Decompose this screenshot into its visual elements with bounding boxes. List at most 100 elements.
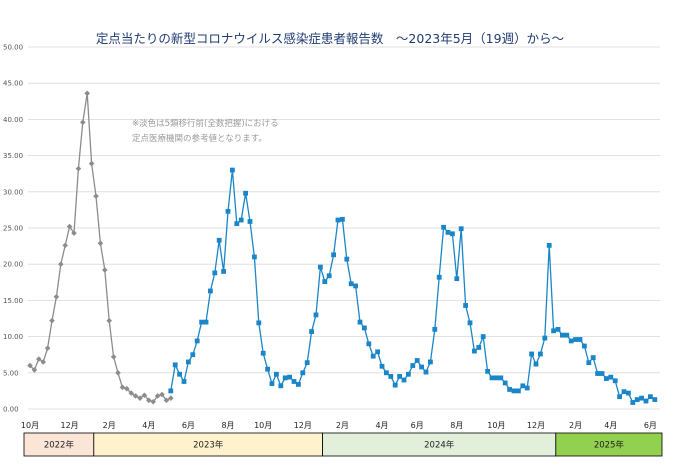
y-tick-label: 10.00 [3,333,23,341]
x-tick-label: 6月 [411,421,424,430]
data-point [93,193,99,199]
x-tick-label: 12月 [527,421,545,430]
data-point [119,384,126,391]
data-point [300,370,306,376]
data-point [590,355,596,360]
data-point [132,393,139,399]
data-point [177,371,182,377]
data-point [212,270,218,276]
data-point [494,375,499,381]
data-point [102,267,108,273]
data-point [168,395,174,401]
data-point [181,379,187,384]
data-point [208,288,213,294]
data-point [49,317,55,324]
data-point [551,328,556,334]
y-tick-label: 40.00 [3,116,23,124]
data-point [498,375,504,381]
data-point [621,389,627,395]
data-point [401,377,407,383]
data-point [36,356,42,362]
data-point [106,317,112,324]
data-point [432,326,438,332]
x-tick-label: 4月 [142,421,155,430]
data-point [194,338,200,344]
data-point [555,326,561,332]
data-point [573,337,578,342]
data-point [630,400,636,405]
data-point [318,264,323,270]
x-tick-label: 2月 [569,421,582,430]
data-point [384,370,389,376]
y-tick-label: 50.00 [3,44,23,52]
data-point [269,381,275,387]
data-point [80,119,86,126]
data-point [168,388,174,394]
data-point [340,216,345,222]
data-point [199,319,204,325]
x-tick-label: 10月 [254,421,272,430]
data-point [313,312,319,318]
data-point [252,254,257,260]
data-point [146,397,152,404]
x-tick-label: 12月 [294,421,312,430]
year-band-label: 2022年 [44,440,75,451]
data-point [230,167,235,173]
data-point [652,397,658,402]
data-point [392,382,398,388]
x-tick-label: 4月 [375,421,388,430]
data-point [141,392,148,399]
year-bands: 2022年 2023年 2024年 2025年 [23,432,663,457]
x-tick-label: 2月 [336,421,349,430]
data-point [441,224,446,230]
year-band [555,432,663,457]
data-point [225,208,231,214]
data-point [626,390,631,396]
data-point [648,394,653,400]
data-point [595,371,600,376]
data-point [128,390,134,396]
data-point [362,325,367,331]
y-tick-label: 5.00 [3,369,19,377]
data-point [291,379,297,384]
data-point [529,351,534,357]
data-point [190,352,196,358]
data-point [274,371,279,377]
data-point [97,240,104,247]
data-point [186,359,191,365]
data-point [31,367,38,373]
data-point [419,364,424,370]
data-point [84,90,90,97]
data-point [542,335,548,341]
data-point [216,237,222,243]
annotation-line-2: 定点医療機関の参考値となります。 [132,133,267,144]
data-point [322,279,328,284]
data-point [582,343,587,349]
data-point [436,274,442,280]
year-band-label: 2024年 [424,440,455,451]
data-point [309,329,314,334]
y-tick-label: 30.00 [3,188,23,196]
data-point [612,378,618,384]
data-point [467,320,473,326]
x-axis-month-labels: 10月 12月 2月 4月 6月 8月 10月 12月 2月 4月 6月 8月 10月 12月 2月 4月 6月 [21,421,657,430]
data-point [62,242,68,249]
data-point [617,394,622,400]
data-point [564,332,570,338]
data-point [331,252,336,258]
data-point [159,391,165,398]
data-point [516,388,521,394]
y-tick-label: 0.00 [3,406,19,414]
data-point [643,398,649,404]
x-tick-label: 10月 [21,421,39,430]
data-point [520,383,526,389]
data-point [639,395,644,401]
x-tick-label: 2月 [103,421,116,430]
data-point [546,242,552,248]
y-tick-label: 20.00 [3,261,23,269]
y-tick-label: 25.00 [3,225,23,233]
data-point [287,374,292,380]
data-point [296,381,301,387]
